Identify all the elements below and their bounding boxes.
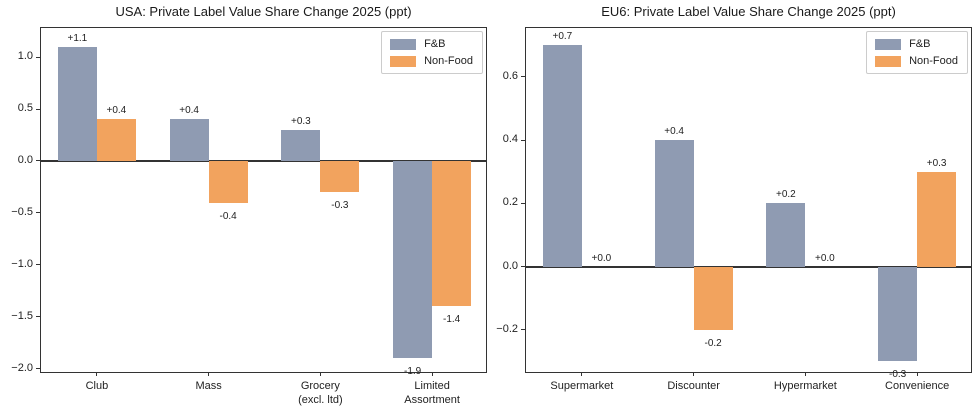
bar-fb-0 (542, 45, 582, 267)
legend-item-fb: F&B (875, 38, 958, 50)
x-tick-mark (693, 372, 695, 376)
bar-nonfood-1 (693, 266, 733, 330)
x-category-label: Club (85, 380, 109, 392)
eu6-chart-title: EU6: Private Label Value Share Change 20… (601, 4, 896, 19)
y-tick-label: 0.0 (17, 153, 33, 166)
bar-value-label: +0.0 (591, 252, 612, 264)
y-tick-mark (521, 266, 525, 268)
nonfood-color-swatch (875, 55, 902, 67)
bar-value-label: +0.2 (776, 189, 796, 201)
x-tick-mark (804, 372, 806, 376)
x-category-label: Mass (195, 380, 222, 392)
bar-nonfood-3 (432, 160, 472, 307)
bar-value-label: -0.3 (889, 369, 907, 381)
bar-value-label: -1.9 (404, 366, 422, 378)
bar-nonfood-2 (320, 160, 360, 193)
usa-plot-area: F&B Non-Food 1.0 0.5 0.0 −0.5 −1.0 −1.5 −2.0 Cl… (11, 27, 487, 406)
bar-value-label: +0.4 (664, 126, 684, 138)
bar-value-label: -0.2 (704, 337, 722, 349)
legend-item-nonfood: Non-Food (390, 55, 473, 67)
x-tick-mark (319, 372, 321, 376)
bar-value-label: -0.4 (219, 210, 237, 222)
x-tick-mark (208, 372, 210, 376)
legend-label-fb: F&B (909, 38, 931, 50)
legend-label-fb: F&B (424, 38, 446, 50)
y-tick-label: −1.0 (11, 257, 33, 270)
x-tick-mark (96, 372, 98, 376)
bar-value-label: -1.4 (443, 314, 461, 326)
x-category-label: Convenience (885, 380, 950, 392)
nonfood-color-swatch (390, 55, 417, 67)
bar-fb-1 (169, 119, 209, 161)
bar-fb-2 (281, 129, 321, 161)
bar-value-label: +0.4 (106, 105, 127, 117)
legend-item-fb: F&B (390, 38, 473, 50)
y-tick-label: 0.5 (17, 102, 33, 115)
bar-value-label: +0.3 (926, 157, 947, 169)
y-tick-mark (521, 76, 525, 78)
fb-color-swatch (875, 38, 902, 50)
bar-value-label: +0.3 (291, 115, 311, 127)
bar-nonfood-1 (208, 160, 248, 203)
bar-fb-2 (766, 203, 806, 267)
legend-item-nonfood: Non-Food (875, 55, 958, 67)
bar-value-label: +0.7 (552, 31, 573, 43)
x-tick-mark (431, 372, 433, 376)
fb-color-swatch (390, 38, 417, 50)
y-tick-label: 0.4 (502, 133, 518, 146)
y-tick-label: 0.2 (502, 196, 518, 209)
legend-label-nonfood: Non-Food (909, 55, 958, 67)
y-tick-label: −0.5 (11, 205, 33, 218)
bar-value-label: +0.0 (815, 252, 835, 264)
y-tick-label: −0.2 (496, 322, 518, 335)
bar-fb-0 (57, 46, 97, 161)
y-tick-mark (36, 212, 40, 214)
y-tick-mark (36, 368, 40, 370)
y-tick-mark (521, 329, 525, 331)
bar-value-label: -0.3 (331, 200, 349, 212)
bar-nonfood-3 (917, 171, 957, 267)
y-tick-label: −2.0 (11, 361, 33, 374)
y-tick-label: 0.0 (502, 259, 518, 272)
x-category-label: Grocery (excl. ltd) (298, 380, 343, 406)
zero-axis-line (526, 265, 971, 268)
usa-chart-title: USA: Private Label Value Share Change 20… (115, 4, 412, 19)
y-tick-label: 1.0 (17, 50, 33, 63)
bar-value-label: +1.1 (67, 32, 88, 44)
bar-fb-3 (878, 266, 918, 362)
eu6-plot-area: F&B Non-Food 0.6 0.4 0.2 0.0 −0.2 Supermarket… (496, 27, 972, 392)
x-tick-mark (916, 372, 918, 376)
usa-legend: F&B Non-Food (381, 31, 483, 74)
bar-fb-1 (654, 140, 694, 267)
bar-nonfood-0 (96, 119, 136, 161)
y-tick-label: −1.5 (11, 309, 33, 322)
y-tick-mark (36, 108, 40, 110)
y-tick-label: 0.6 (502, 69, 518, 82)
x-category-label: Supermarket (550, 380, 614, 392)
zero-axis-line (41, 159, 486, 162)
bar-value-label: +0.4 (179, 105, 199, 117)
y-tick-mark (521, 202, 525, 204)
x-category-label: Hypermarket (773, 380, 837, 392)
x-category-label: Limited Assortment (404, 380, 460, 406)
y-tick-mark (36, 160, 40, 162)
eu6-legend: F&B Non-Food (866, 31, 968, 74)
y-tick-mark (36, 264, 40, 266)
x-category-label: Discounter (667, 380, 720, 392)
y-tick-mark (36, 316, 40, 318)
legend-label-nonfood: Non-Food (424, 55, 473, 67)
y-tick-mark (521, 139, 525, 141)
x-tick-mark (581, 372, 583, 376)
y-tick-mark (36, 56, 40, 58)
bar-fb-3 (393, 160, 433, 359)
